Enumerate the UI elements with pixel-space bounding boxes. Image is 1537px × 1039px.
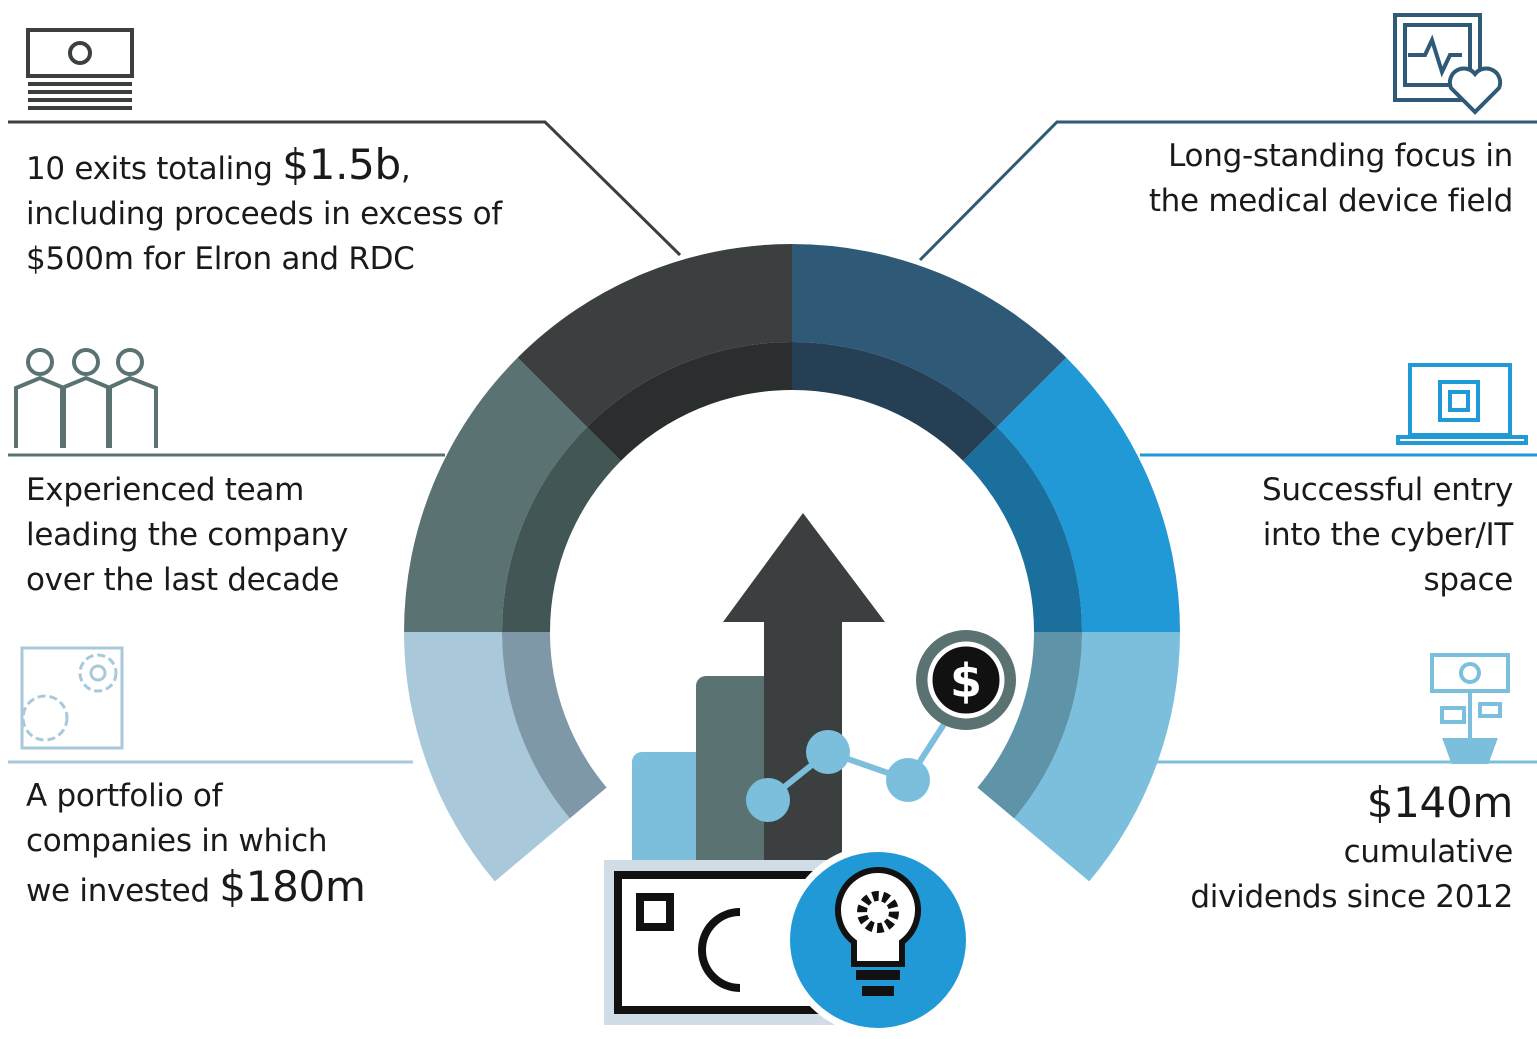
arc-segment — [586, 342, 792, 461]
arc-segment — [997, 357, 1180, 632]
highlight-amount: $140m — [1366, 778, 1514, 827]
arc-segment — [404, 357, 587, 632]
svg-text:$: $ — [950, 654, 982, 708]
arc-segment — [502, 426, 621, 632]
arc-segment — [792, 342, 998, 461]
arc-segment — [977, 632, 1082, 819]
item-text: A portfolio of companies in which we inv… — [26, 774, 366, 914]
arc-segment — [1014, 632, 1180, 882]
arc-ring — [404, 244, 1180, 882]
gears-icon — [20, 646, 124, 750]
text-line: dividends since 2012 — [1190, 879, 1513, 915]
team-icon — [14, 348, 158, 448]
growth-graphic: $ — [604, 513, 1016, 1035]
text-line: Successful entry — [1262, 472, 1513, 508]
text-line: 10 exits totaling — [26, 151, 273, 187]
text-line: leading the company — [26, 517, 349, 553]
text-line: companies in which — [26, 823, 328, 859]
connector — [918, 120, 1537, 262]
connector — [8, 120, 682, 257]
item-text: Experienced team leading the company ove… — [26, 468, 348, 603]
text-line: into the cyber/IT — [1262, 517, 1514, 553]
text-line: $500m for Elron and RDC — [26, 241, 415, 277]
arc-segment — [963, 426, 1082, 632]
money-icon — [26, 28, 134, 110]
arc-segment — [517, 244, 792, 427]
text-line: including proceeds in excess of — [26, 196, 502, 232]
monitor-icon — [1393, 13, 1503, 115]
arc-segment — [792, 244, 1067, 427]
text-line: Long-standing focus in — [1168, 138, 1513, 174]
item-text: $140m cumulative dividends since 2012 — [1190, 776, 1513, 920]
highlight-amount: $1.5b — [282, 140, 401, 189]
highlight-amount: $180m — [219, 862, 366, 911]
arc-segment — [404, 632, 570, 882]
text-line: cumulative — [1343, 834, 1514, 870]
text-line: the medical device field — [1148, 183, 1513, 219]
text-line: we invested — [26, 873, 210, 909]
plant-icon — [1430, 653, 1510, 764]
item-text: Long-standing focus in the medical devic… — [1149, 134, 1513, 224]
item-text: 10 exits totaling $1.5b, including proce… — [26, 142, 502, 282]
laptop-icon — [1396, 363, 1528, 445]
text-line: over the last decade — [26, 562, 340, 598]
text-line: A portfolio of — [26, 778, 223, 814]
item-text: Successful entry into the cyber/IT space — [1262, 468, 1513, 603]
text-line: Experienced team — [26, 472, 305, 508]
text-line: space — [1423, 562, 1514, 598]
arc-segment — [502, 632, 607, 819]
text-line: , — [400, 151, 411, 187]
